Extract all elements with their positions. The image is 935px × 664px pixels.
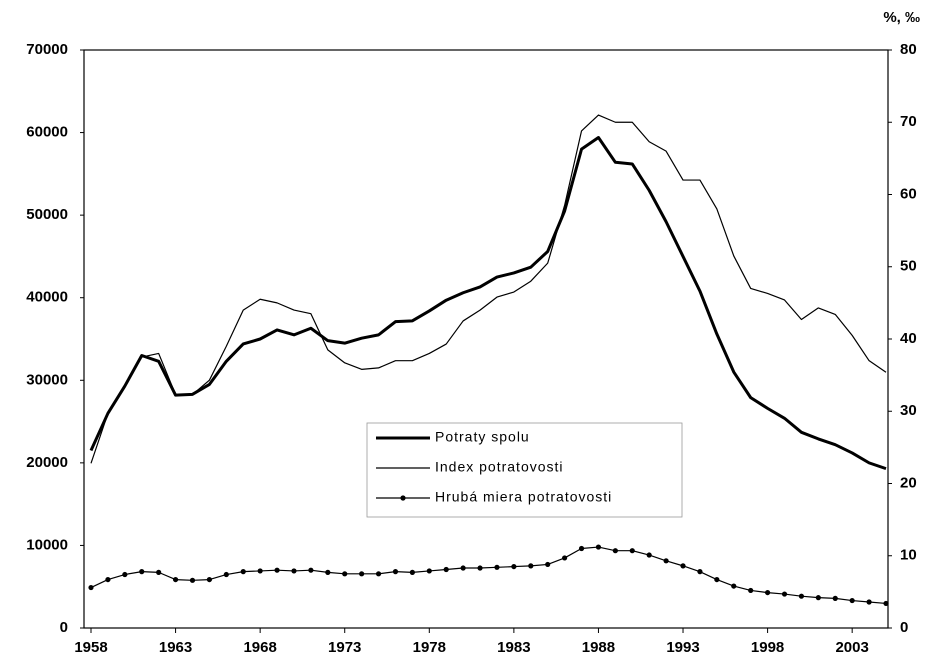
series-marker: [849, 597, 855, 604]
series-marker: [545, 561, 551, 568]
series-marker: [156, 569, 162, 575]
series-marker: [781, 591, 788, 597]
series-marker: [629, 548, 635, 554]
series-marker: [172, 576, 179, 583]
y2-tick-label: 30: [900, 402, 917, 419]
y-tick-label: 20000: [26, 454, 68, 471]
series-marker: [764, 589, 771, 596]
x-tick-label: 1978: [413, 639, 446, 656]
series-marker: [274, 567, 280, 573]
series-marker: [477, 565, 483, 571]
series-line: [90, 546, 887, 605]
x-tick-label: 1958: [74, 639, 107, 656]
y-tick-label: 10000: [26, 536, 68, 553]
series-marker: [122, 571, 128, 578]
y-tick-label: 60000: [26, 124, 68, 141]
y-tick-label: 70000: [26, 41, 68, 58]
x-tick-label: 1963: [159, 639, 192, 656]
series-line: [89, 136, 887, 471]
series-marker: [105, 576, 111, 583]
series-marker: [342, 571, 348, 577]
y2-tick-label: 10: [900, 547, 917, 564]
series-marker: [562, 555, 568, 561]
series-marker: [426, 568, 432, 574]
series-marker: [257, 568, 263, 574]
y2-tick-label: 20: [900, 474, 917, 491]
legend-label: Potraty spolu: [435, 429, 530, 445]
series-marker: [731, 583, 737, 589]
series-marker: [697, 569, 703, 575]
series-marker: [680, 563, 686, 569]
y2-tick-label: 70: [900, 113, 917, 130]
series-marker: [325, 569, 331, 575]
series-line: [90, 114, 887, 464]
plot-frame: [83, 49, 889, 629]
series-marker: [714, 576, 720, 583]
series-marker: [528, 563, 534, 569]
series-marker: [409, 569, 415, 575]
series-marker: [88, 584, 94, 591]
x-tick-label: 1968: [243, 639, 276, 656]
y2-axis-label: %, ‰: [883, 9, 920, 26]
y2-tick-label: 60: [900, 185, 917, 202]
series-marker: [206, 576, 213, 583]
y-tick-label: 40000: [26, 289, 68, 306]
series-marker: [815, 595, 821, 601]
series-marker: [866, 599, 872, 605]
y2-tick-label: 0: [900, 619, 908, 636]
x-tick-label: 1988: [582, 639, 615, 656]
y2-tick-label: 80: [900, 41, 917, 58]
x-tick-label: 2003: [835, 639, 868, 656]
legend-label: Index potratovosti: [435, 459, 564, 475]
y-tick-label: 0: [60, 619, 68, 636]
y2-tick-label: 40: [900, 330, 917, 347]
y2-tick-label: 50: [900, 258, 917, 275]
x-tick-label: 1993: [666, 639, 699, 656]
legend-label: Hrubá miera potratovosti: [435, 489, 612, 505]
series-marker: [223, 571, 229, 578]
series-marker: [291, 568, 297, 574]
series-marker: [883, 600, 889, 607]
series-marker: [612, 548, 618, 554]
series-marker: [511, 563, 517, 570]
series-marker: [663, 558, 669, 564]
series-marker: [798, 593, 805, 599]
series-marker: [189, 577, 196, 583]
series-marker: [578, 545, 585, 552]
series-marker: [595, 544, 602, 550]
series-marker: [240, 569, 246, 575]
series-marker: [308, 567, 314, 573]
x-tick-label: 1983: [497, 639, 530, 656]
legend-marker: [400, 495, 406, 501]
y-tick-label: 30000: [26, 371, 68, 388]
series-marker: [392, 569, 399, 575]
series-marker: [832, 595, 838, 601]
series-marker: [139, 569, 145, 575]
x-tick-label: 1973: [328, 639, 361, 656]
series-marker: [494, 564, 500, 570]
series-marker: [748, 587, 754, 594]
series-marker: [359, 571, 365, 577]
series-marker: [646, 552, 652, 558]
x-tick-label: 1998: [751, 639, 784, 656]
series-marker: [443, 566, 449, 573]
y-tick-label: 50000: [26, 206, 68, 223]
series-marker: [375, 571, 382, 577]
series-marker: [460, 565, 466, 571]
